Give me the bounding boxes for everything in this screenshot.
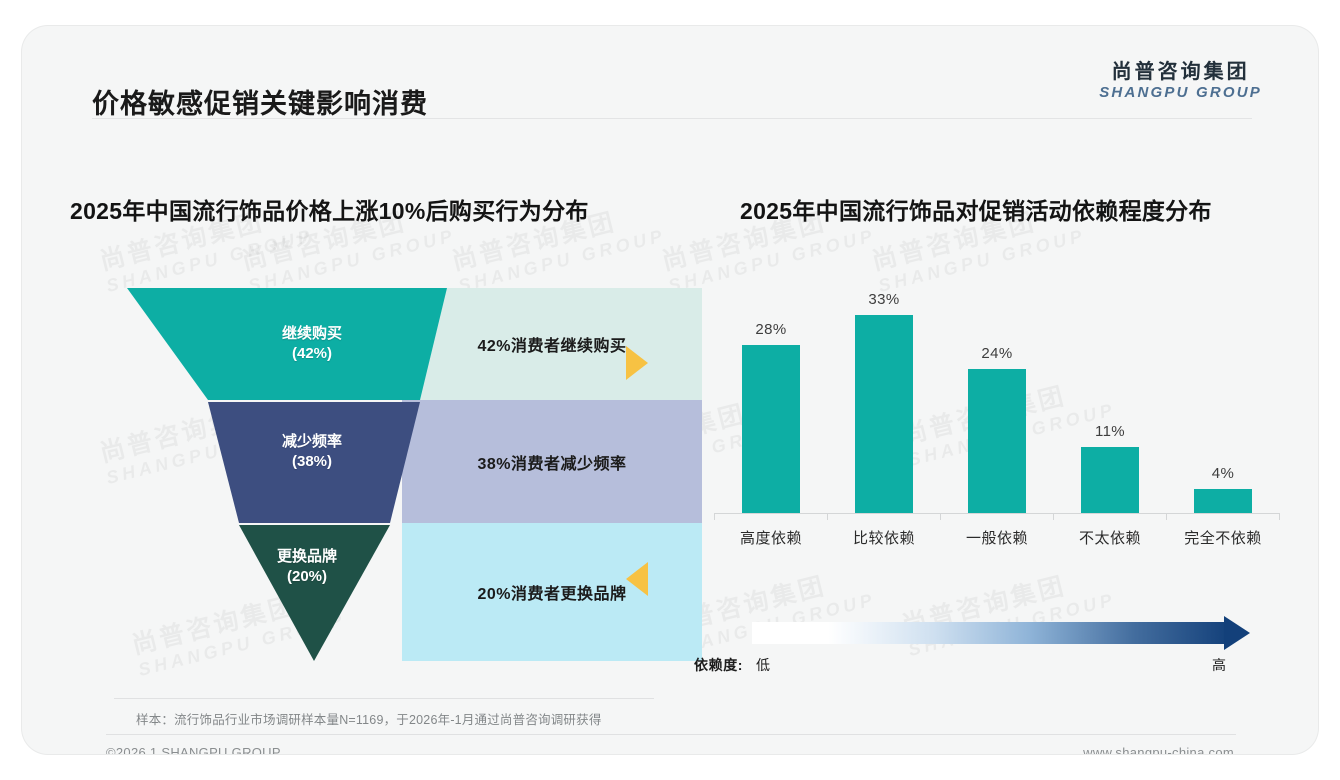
legend-title: 依赖度: [694,657,744,673]
funnel-shape [127,288,447,661]
axis-tick [1166,513,1167,520]
funnel-segment-1-name: 继续购买 [281,325,342,342]
arrow-right-icon [626,346,648,380]
funnel-panel-2-text: 38%消费者减少频率 [477,455,627,473]
bar-item[interactable]: 24% [946,345,1048,513]
funnel-segment-1-label: 继续购买 (42%) [232,324,392,365]
gradient-bar [752,622,1230,644]
footer-divider [106,734,1236,735]
funnel-panel-1-text: 42%消费者继续购买 [477,338,627,355]
funnel-segment-2-value: (38%) [291,453,332,471]
bar-category-label: 不太依赖 [1078,530,1141,547]
axis-tick [1053,513,1054,520]
bar-rect[interactable] [1194,489,1252,513]
left-chart-subtitle: 2025年中国流行饰品价格上涨10%后购买行为分布 [70,198,589,224]
arrow-left-icon [626,562,648,596]
axis-tick [940,513,941,520]
funnel-chart: 42%消费者继续购买 38%消费者减少频率 20%消费者更换品牌 继续购买 (4… [102,284,702,669]
funnel-segment-3-label: 更换品牌 (20%) [227,547,387,588]
bar-category-label: 一般依赖 [965,530,1028,547]
watermark-en: SHANGPU GROUP [666,225,878,297]
axis-tick [1279,513,1280,520]
bar-rect[interactable] [742,345,800,513]
bar-rect[interactable] [968,369,1026,513]
gradient-arrow-icon [1224,616,1250,650]
bar-chart-plot: 28% 33% 24% 11% 4% [714,288,1280,556]
dependency-gradient-legend: 依赖度: 低 高 [694,616,1280,682]
bar-item[interactable]: 28% [720,321,822,513]
bar-value-label: 28% [755,321,787,338]
right-chart-subtitle: 2025年中国流行饰品对促销活动依赖程度分布 [740,198,1212,224]
funnel-segment-2-name: 减少频率 [281,433,342,450]
bar-item[interactable]: 33% [833,291,935,513]
bar-category-label: 比较依赖 [852,530,915,547]
funnel-panel-3-text: 20%消费者更换品牌 [477,586,627,603]
bar-chart-axis [714,513,1280,514]
slide-card: 价格敏感促销关键影响消费 尚普咨询集团 SHANGPU GROUP 尚普咨询集团… [22,26,1318,754]
brand-logo: 尚普咨询集团 SHANGPU GROUP [1099,62,1262,101]
axis-tick [827,513,828,520]
funnel-panel-3: 20%消费者更换品牌 [402,523,702,661]
footer-website[interactable]: www.shangpu-china.com [1083,745,1234,754]
funnel-segment-3-value: (20%) [286,568,327,586]
funnel-segment-3 [239,525,390,661]
funnel-panel-2: 38%消费者减少频率 [402,400,702,523]
funnel-segment-1 [127,288,447,400]
bar-chart: 28% 33% 24% 11% 4% [714,288,1280,598]
bar-category-label: 完全不依赖 [1184,530,1262,547]
bar-value-label: 33% [868,291,900,308]
bar-rect[interactable] [1081,447,1139,513]
funnel-segment-1-value: (42%) [291,345,332,363]
bar-item[interactable]: 4% [1172,465,1274,513]
funnel-segment-2-label: 减少频率 (38%) [232,432,392,473]
axis-tick [714,513,715,520]
bar-value-label: 24% [981,345,1013,362]
bar-rect[interactable] [855,315,913,513]
bar-category-label: 高度依赖 [739,530,802,547]
bar-value-label: 11% [1094,423,1126,440]
legend-high-label: 高 [1212,657,1226,673]
bar-item[interactable]: 11% [1059,423,1161,513]
slide-header: 价格敏感促销关键影响消费 尚普咨询集团 SHANGPU GROUP [22,26,1318,119]
footnote-divider [114,698,654,699]
page-title: 价格敏感促销关键影响消费 [92,89,428,119]
logo-english-text: SHANGPU GROUP [1099,84,1262,101]
watermark-en: SHANGPU GROUP [876,225,1088,297]
logo-chinese-text: 尚普咨询集团 [1111,61,1250,83]
bar-value-label: 4% [1211,465,1235,482]
footer-copyright: ©2026.1 SHANGPU GROUP [106,745,281,754]
funnel-segment-2 [208,402,420,523]
sample-footnote: 样本：流行饰品行业市场调研样本量N=1169，于2026年-1月通过尚普咨询调研… [136,713,602,727]
header-divider [92,118,1252,119]
funnel-segment-3-name: 更换品牌 [276,548,337,565]
legend-low-label: 低 [756,657,770,673]
funnel-panel-1: 42%消费者继续购买 [402,288,702,400]
